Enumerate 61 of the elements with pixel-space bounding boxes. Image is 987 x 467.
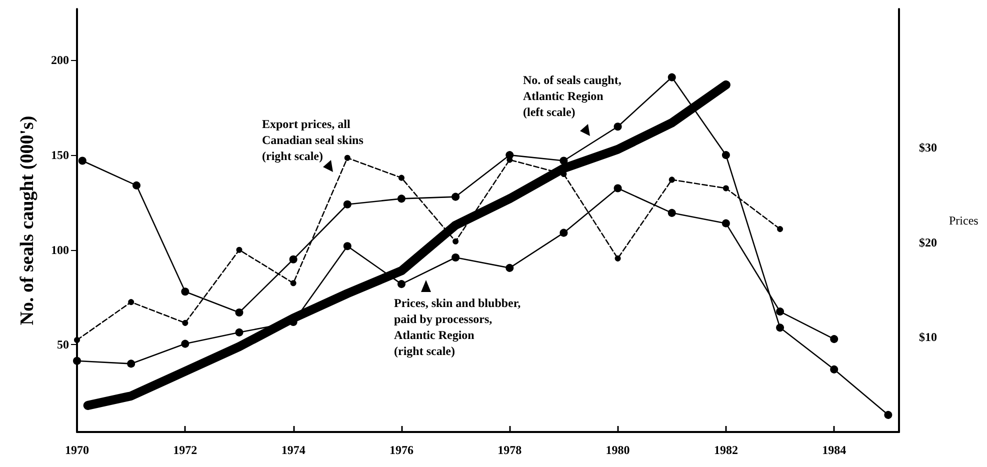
point: [343, 242, 352, 250]
point: [343, 200, 352, 208]
point: [668, 176, 675, 183]
point: [722, 151, 730, 160]
y-tick-label: 50: [57, 338, 69, 352]
x-tick-label: 1978: [498, 443, 522, 457]
x-tick-label: 1976: [389, 443, 414, 457]
point: [397, 194, 406, 203]
y-tick-label: 200: [51, 53, 69, 68]
point: [506, 264, 514, 272]
point: [127, 360, 136, 368]
y2-tick-label: $30: [919, 140, 937, 154]
x-tick-label: 1980: [606, 443, 630, 457]
point: [776, 324, 784, 332]
point: [614, 122, 622, 131]
x-tick-label: 1984: [822, 443, 846, 457]
point: [722, 185, 729, 192]
annotation: No. of seals caught, Atlantic Region (left scale): [523, 73, 622, 119]
point: [830, 335, 838, 344]
point: [452, 238, 459, 244]
point: [398, 174, 404, 181]
point: [722, 219, 730, 228]
y2-tick-label: $20: [919, 235, 937, 250]
point: [560, 156, 568, 165]
point: [132, 181, 140, 190]
point: [181, 288, 190, 296]
point: [668, 208, 676, 217]
point: [235, 308, 244, 316]
point: [560, 228, 568, 237]
point: [777, 226, 784, 232]
annotation: Prices, skin and blubber, paid by processors, Atlantic Region (right scale): [394, 296, 521, 358]
point: [614, 255, 621, 262]
x-tick-label: 1972: [173, 443, 198, 457]
y2-tick-label: $10: [919, 330, 937, 344]
point: [181, 340, 190, 348]
point: [668, 73, 676, 82]
point: [776, 308, 784, 316]
x-tick-label: 1970: [65, 443, 89, 457]
point: [344, 154, 350, 161]
point: [235, 328, 244, 336]
point: [830, 365, 838, 374]
point: [290, 280, 296, 286]
point: [236, 246, 242, 253]
point: [452, 253, 460, 262]
point: [182, 320, 188, 326]
y-axis-title: No. of seals caught (000's): [17, 116, 38, 326]
point: [289, 255, 298, 264]
x-tick-label: 1982: [714, 443, 738, 457]
y-tick-label: 150: [51, 148, 69, 162]
point: [884, 410, 892, 419]
point: [128, 299, 134, 306]
point: [397, 280, 406, 288]
x-tick-label: 1974: [281, 443, 306, 457]
annotation: Export prices, all Canadian seal skins (right scale): [262, 117, 364, 163]
point: [452, 192, 460, 201]
point: [73, 356, 81, 365]
y-tick-label: 100: [51, 242, 69, 257]
point: [74, 337, 80, 343]
point: [78, 156, 86, 165]
point: [614, 184, 622, 192]
y2-axis-title: Prices: [949, 214, 979, 228]
